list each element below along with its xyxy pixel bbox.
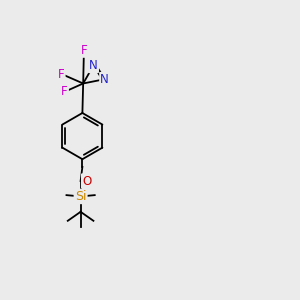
Text: N: N: [100, 73, 109, 86]
Text: O: O: [82, 175, 92, 188]
Text: F: F: [61, 85, 68, 98]
Text: F: F: [81, 44, 87, 57]
Text: Si: Si: [75, 190, 86, 203]
Text: F: F: [58, 68, 64, 81]
Text: N: N: [89, 59, 98, 72]
